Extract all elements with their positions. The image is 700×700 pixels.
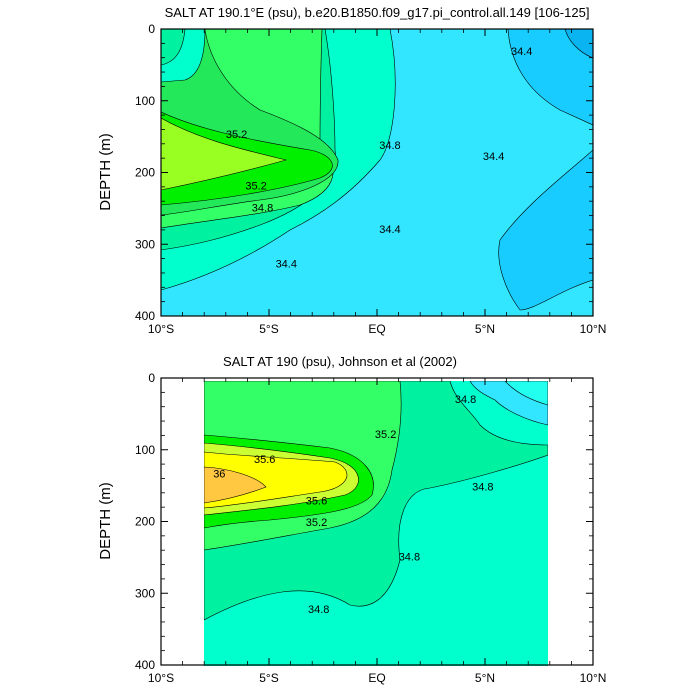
contour-label: 35.6 [254, 454, 275, 466]
y-tick-label: 100 [135, 443, 155, 457]
contour-label: 34.4 [511, 46, 532, 58]
x-tick-label: 5°S [259, 671, 278, 685]
model-contour-fill [161, 29, 593, 316]
y-tick-label: 200 [135, 515, 155, 529]
panel-model: SALT AT 190.1°E (psu), b.e20.B1850.f09_g… [97, 5, 606, 336]
panel-model-title: SALT AT 190.1°E (psu), b.e20.B1850.f09_g… [165, 5, 590, 20]
contour-label: 36 [213, 468, 225, 480]
y-tick-label: 300 [135, 586, 155, 600]
obs-contour-fill [204, 381, 548, 666]
y-tick-label: 400 [135, 658, 155, 672]
contour-label: 35.2 [245, 180, 266, 192]
obs-yaxis-ticks: 0 100 200 300 400 [135, 371, 593, 672]
contour-label: 34.8 [472, 481, 493, 493]
y-tick-label: 300 [135, 237, 155, 251]
x-tick-label: 10°N [580, 322, 607, 336]
y-tick-label: 400 [135, 309, 155, 323]
contour-label: 34.8 [455, 394, 476, 406]
x-tick-label: 10°N [580, 671, 607, 685]
obs-xaxis-ticks: 10°S 5°S EQ 5°N 10°N [148, 378, 606, 685]
y-tick-label: 100 [135, 94, 155, 108]
model-yaxis-ticks: 0 100 200 300 400 [135, 22, 593, 323]
model-xaxis-ticks: 10°S 5°S EQ 5°N 10°N [148, 29, 606, 336]
contour-label: 34.4 [483, 151, 504, 163]
panel-obs-ylabel: DEPTH (m) [97, 482, 114, 560]
panel-model-ylabel: DEPTH (m) [97, 133, 114, 211]
model-contour-labels: 35.2 35.2 34.8 34.8 34.4 34.4 34.4 34.4 [226, 46, 533, 271]
y-tick-label: 200 [135, 166, 155, 180]
contour-label: 34.4 [379, 224, 400, 236]
contour-label: 34.8 [399, 552, 420, 564]
contour-label: 34.8 [379, 140, 400, 152]
x-tick-label: 5°S [259, 322, 278, 336]
x-tick-label: 10°S [148, 322, 174, 336]
contour-label: 35.6 [306, 496, 327, 508]
contour-label: 34.4 [276, 259, 297, 271]
x-tick-label: EQ [368, 322, 385, 336]
x-tick-label: 5°N [475, 322, 495, 336]
y-tick-label: 0 [148, 371, 155, 385]
contour-label: 35.2 [306, 517, 327, 529]
contour-label: 35.2 [226, 129, 247, 141]
x-tick-label: 5°N [475, 671, 495, 685]
obs-contour-labels: 36 35.6 35.6 35.2 35.2 34.8 34.8 34.8 34.8 [213, 394, 493, 616]
contour-label: 35.2 [375, 429, 396, 441]
contour-label: 34.8 [252, 203, 273, 215]
panel-obs-title: SALT AT 190 (psu), Johnson et al (2002) [223, 354, 457, 369]
y-tick-label: 0 [148, 22, 155, 36]
x-tick-label: 10°S [148, 671, 174, 685]
contour-label: 34.8 [308, 604, 329, 616]
x-tick-label: EQ [368, 671, 385, 685]
panel-obs: SALT AT 190 (psu), Johnson et al (2002) … [97, 354, 606, 685]
